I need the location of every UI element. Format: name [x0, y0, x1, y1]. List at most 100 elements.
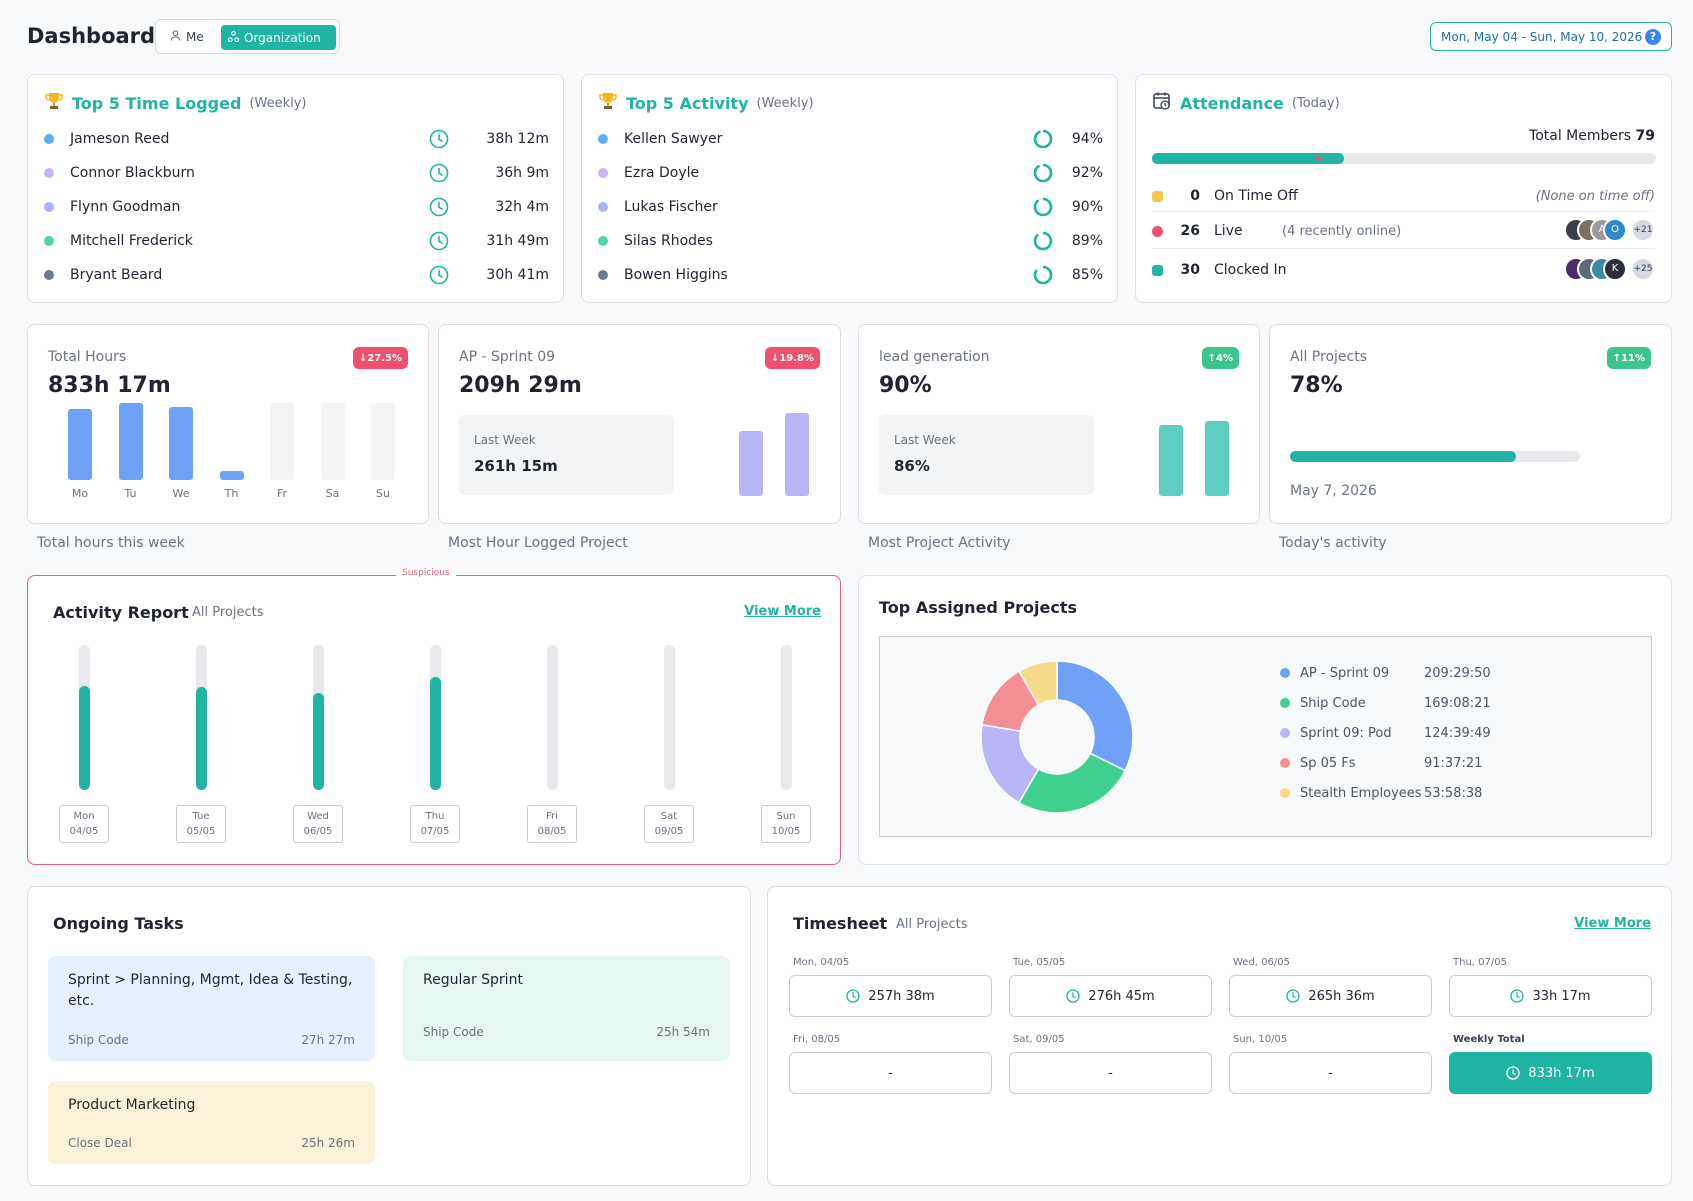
timesheet-day-box[interactable]: 257h 38m	[789, 975, 992, 1017]
day-date: 10/05	[771, 826, 801, 837]
timesheet-day-label: Thu, 07/05	[1453, 957, 1507, 968]
member-color-dot	[44, 202, 54, 212]
member-activity-percent: 89%	[1071, 233, 1103, 249]
donut-slice[interactable]	[1018, 660, 1058, 706]
top-projects-title: Top Assigned Projects	[879, 598, 1078, 617]
timesheet-day-value: -	[1108, 1065, 1113, 1081]
attendance-row[interactable]: 26 Live (4 recently online) A O +21	[1152, 218, 1655, 244]
task-card[interactable]: Regular Sprint Ship Code 25h 54m	[403, 956, 730, 1061]
member-row[interactable]: Kellen Sawyer 94%	[598, 122, 1103, 156]
member-row[interactable]: Silas Rhodes 89%	[598, 224, 1103, 258]
all-projects-change-badge: ↑11%	[1606, 347, 1651, 369]
activity-day-bar[interactable]	[547, 645, 558, 790]
activity-day-bar[interactable]	[430, 645, 441, 790]
organization-icon	[227, 30, 240, 45]
donut-slice[interactable]	[1056, 660, 1134, 772]
member-name: Silas Rhodes	[624, 233, 713, 249]
member-row[interactable]: Mitchell Frederick 31h 49m	[44, 224, 549, 258]
more-members-badge[interactable]: +25	[1631, 257, 1655, 281]
timesheet-day-box[interactable]: -	[789, 1052, 992, 1094]
top-activity-title: Top 5 Activity	[626, 93, 749, 113]
more-members-badge[interactable]: +21	[1631, 218, 1655, 242]
legend-item[interactable]: Sprint 09: Pod 124:39:49	[1280, 723, 1560, 743]
member-row[interactable]: Flynn Goodman 32h 4m	[44, 190, 549, 224]
timesheet-view-more-link[interactable]: View More	[1574, 916, 1651, 931]
member-color-dot	[44, 236, 54, 246]
member-activity-percent: 90%	[1071, 199, 1103, 215]
all-projects-value: 78%	[1290, 373, 1343, 398]
legend-item[interactable]: Sp 05 Fs 91:37:21	[1280, 753, 1560, 773]
member-row[interactable]: Bowen Higgins 85%	[598, 258, 1103, 292]
lead-change-badge: ↑4%	[1201, 347, 1239, 369]
date-range-picker[interactable]: Mon, May 04 - Sun, May 10, 2026 ?	[1430, 22, 1672, 51]
member-name: Bryant Beard	[70, 267, 163, 283]
attendance-card: Attendance (Today) Total Members 79 0 On …	[1135, 74, 1672, 303]
day-bar-track	[220, 403, 244, 480]
timesheet-day-box[interactable]: 276h 45m	[1009, 975, 1212, 1017]
member-avatar[interactable]: O	[1603, 218, 1627, 242]
attendance-row[interactable]: 0 On Time Off (None on time off)	[1152, 183, 1655, 209]
legend-color-dot	[1280, 788, 1290, 798]
most-hours-project-caption: Most Hour Logged Project	[448, 535, 628, 551]
date-range-label: Mon, May 04 - Sun, May 10, 2026	[1441, 29, 1643, 44]
total-members-value: 79	[1635, 128, 1655, 144]
me-toggle-button[interactable]: Me	[164, 26, 214, 48]
member-name: Ezra Doyle	[624, 165, 700, 181]
clock-icon	[1510, 989, 1525, 1003]
timesheet-day-box[interactable]: 265h 36m	[1229, 975, 1432, 1017]
timesheet-day-value: 265h 36m	[1308, 988, 1375, 1004]
organization-toggle-button[interactable]: Organization	[221, 25, 336, 50]
member-row[interactable]: Bryant Beard 30h 41m	[44, 258, 549, 292]
day-name: Fri	[546, 811, 558, 822]
member-row[interactable]: Lukas Fischer 90%	[598, 190, 1103, 224]
clock-icon	[429, 231, 449, 255]
task-card[interactable]: Sprint > Planning, Mgmt, Idea & Testing,…	[48, 956, 375, 1061]
timesheet-day-box[interactable]: 33h 17m	[1449, 975, 1652, 1017]
activity-day-bar[interactable]	[79, 645, 90, 790]
activity-ring-icon	[1033, 231, 1053, 255]
legend-item[interactable]: Stealth Employees 53:58:38	[1280, 783, 1560, 803]
day-date: 05/05	[186, 826, 216, 837]
activity-day-label: Tue 05/05	[176, 805, 226, 843]
member-row[interactable]: Connor Blackburn 36h 9m	[44, 156, 549, 190]
activity-day-bar[interactable]	[313, 645, 324, 790]
day-bar-track	[371, 403, 395, 480]
member-activity-percent: 85%	[1071, 267, 1103, 283]
sprint-last-week-label: Last Week	[474, 433, 536, 447]
legend-item[interactable]: AP - Sprint 09 209:29:50	[1280, 663, 1560, 683]
scope-toggle: Me Organization	[155, 19, 340, 54]
member-row[interactable]: Jameson Reed 38h 12m	[44, 122, 549, 156]
comparison-bar	[1205, 421, 1229, 496]
most-activity-project-card: lead generation 90% ↑4% Last Week 86%	[858, 324, 1260, 524]
timesheet-day-label: Mon, 04/05	[793, 957, 850, 968]
attendance-progress	[1152, 153, 1656, 164]
activity-day-bar[interactable]	[781, 645, 792, 790]
timesheet-card: Timesheet All Projects View More Mon, 04…	[767, 886, 1672, 1186]
member-avatar[interactable]: K	[1603, 257, 1627, 281]
timesheet-day-box[interactable]: -	[1229, 1052, 1432, 1094]
total-hours-change-badge: ↓27.5%	[352, 347, 408, 369]
donut-slice[interactable]	[1017, 752, 1127, 814]
activity-day-bar[interactable]	[664, 645, 675, 790]
clock-icon	[429, 163, 449, 187]
timesheet-day-label: Fri, 08/05	[793, 1034, 841, 1045]
task-name: Product Marketing	[68, 1097, 196, 1113]
activity-day-bar[interactable]	[196, 645, 207, 790]
timesheet-subtitle: All Projects	[896, 917, 968, 932]
divider	[1152, 248, 1655, 249]
member-color-dot	[598, 270, 608, 280]
activity-report-subtitle: All Projects	[192, 605, 264, 620]
timesheet-day-box[interactable]: -	[1009, 1052, 1212, 1094]
member-time: 32h 4m	[495, 199, 549, 215]
legend-project-time: 209:29:50	[1424, 665, 1491, 681]
attendance-row[interactable]: 30 Clocked In K +25	[1152, 257, 1655, 283]
todays-activity-card: All Projects 78% ↑11% May 7, 2026	[1269, 324, 1672, 524]
weekly-total-box[interactable]: 833h 17m	[1449, 1052, 1652, 1094]
day-bar-track	[270, 403, 294, 480]
task-card[interactable]: Product Marketing Close Deal 25h 26m	[48, 1081, 375, 1164]
member-row[interactable]: Ezra Doyle 92%	[598, 156, 1103, 190]
legend-item[interactable]: Ship Code 169:08:21	[1280, 693, 1560, 713]
activity-report-view-more-link[interactable]: View More	[744, 604, 821, 619]
projects-donut-chart	[980, 660, 1134, 814]
help-icon[interactable]: ?	[1645, 29, 1661, 45]
